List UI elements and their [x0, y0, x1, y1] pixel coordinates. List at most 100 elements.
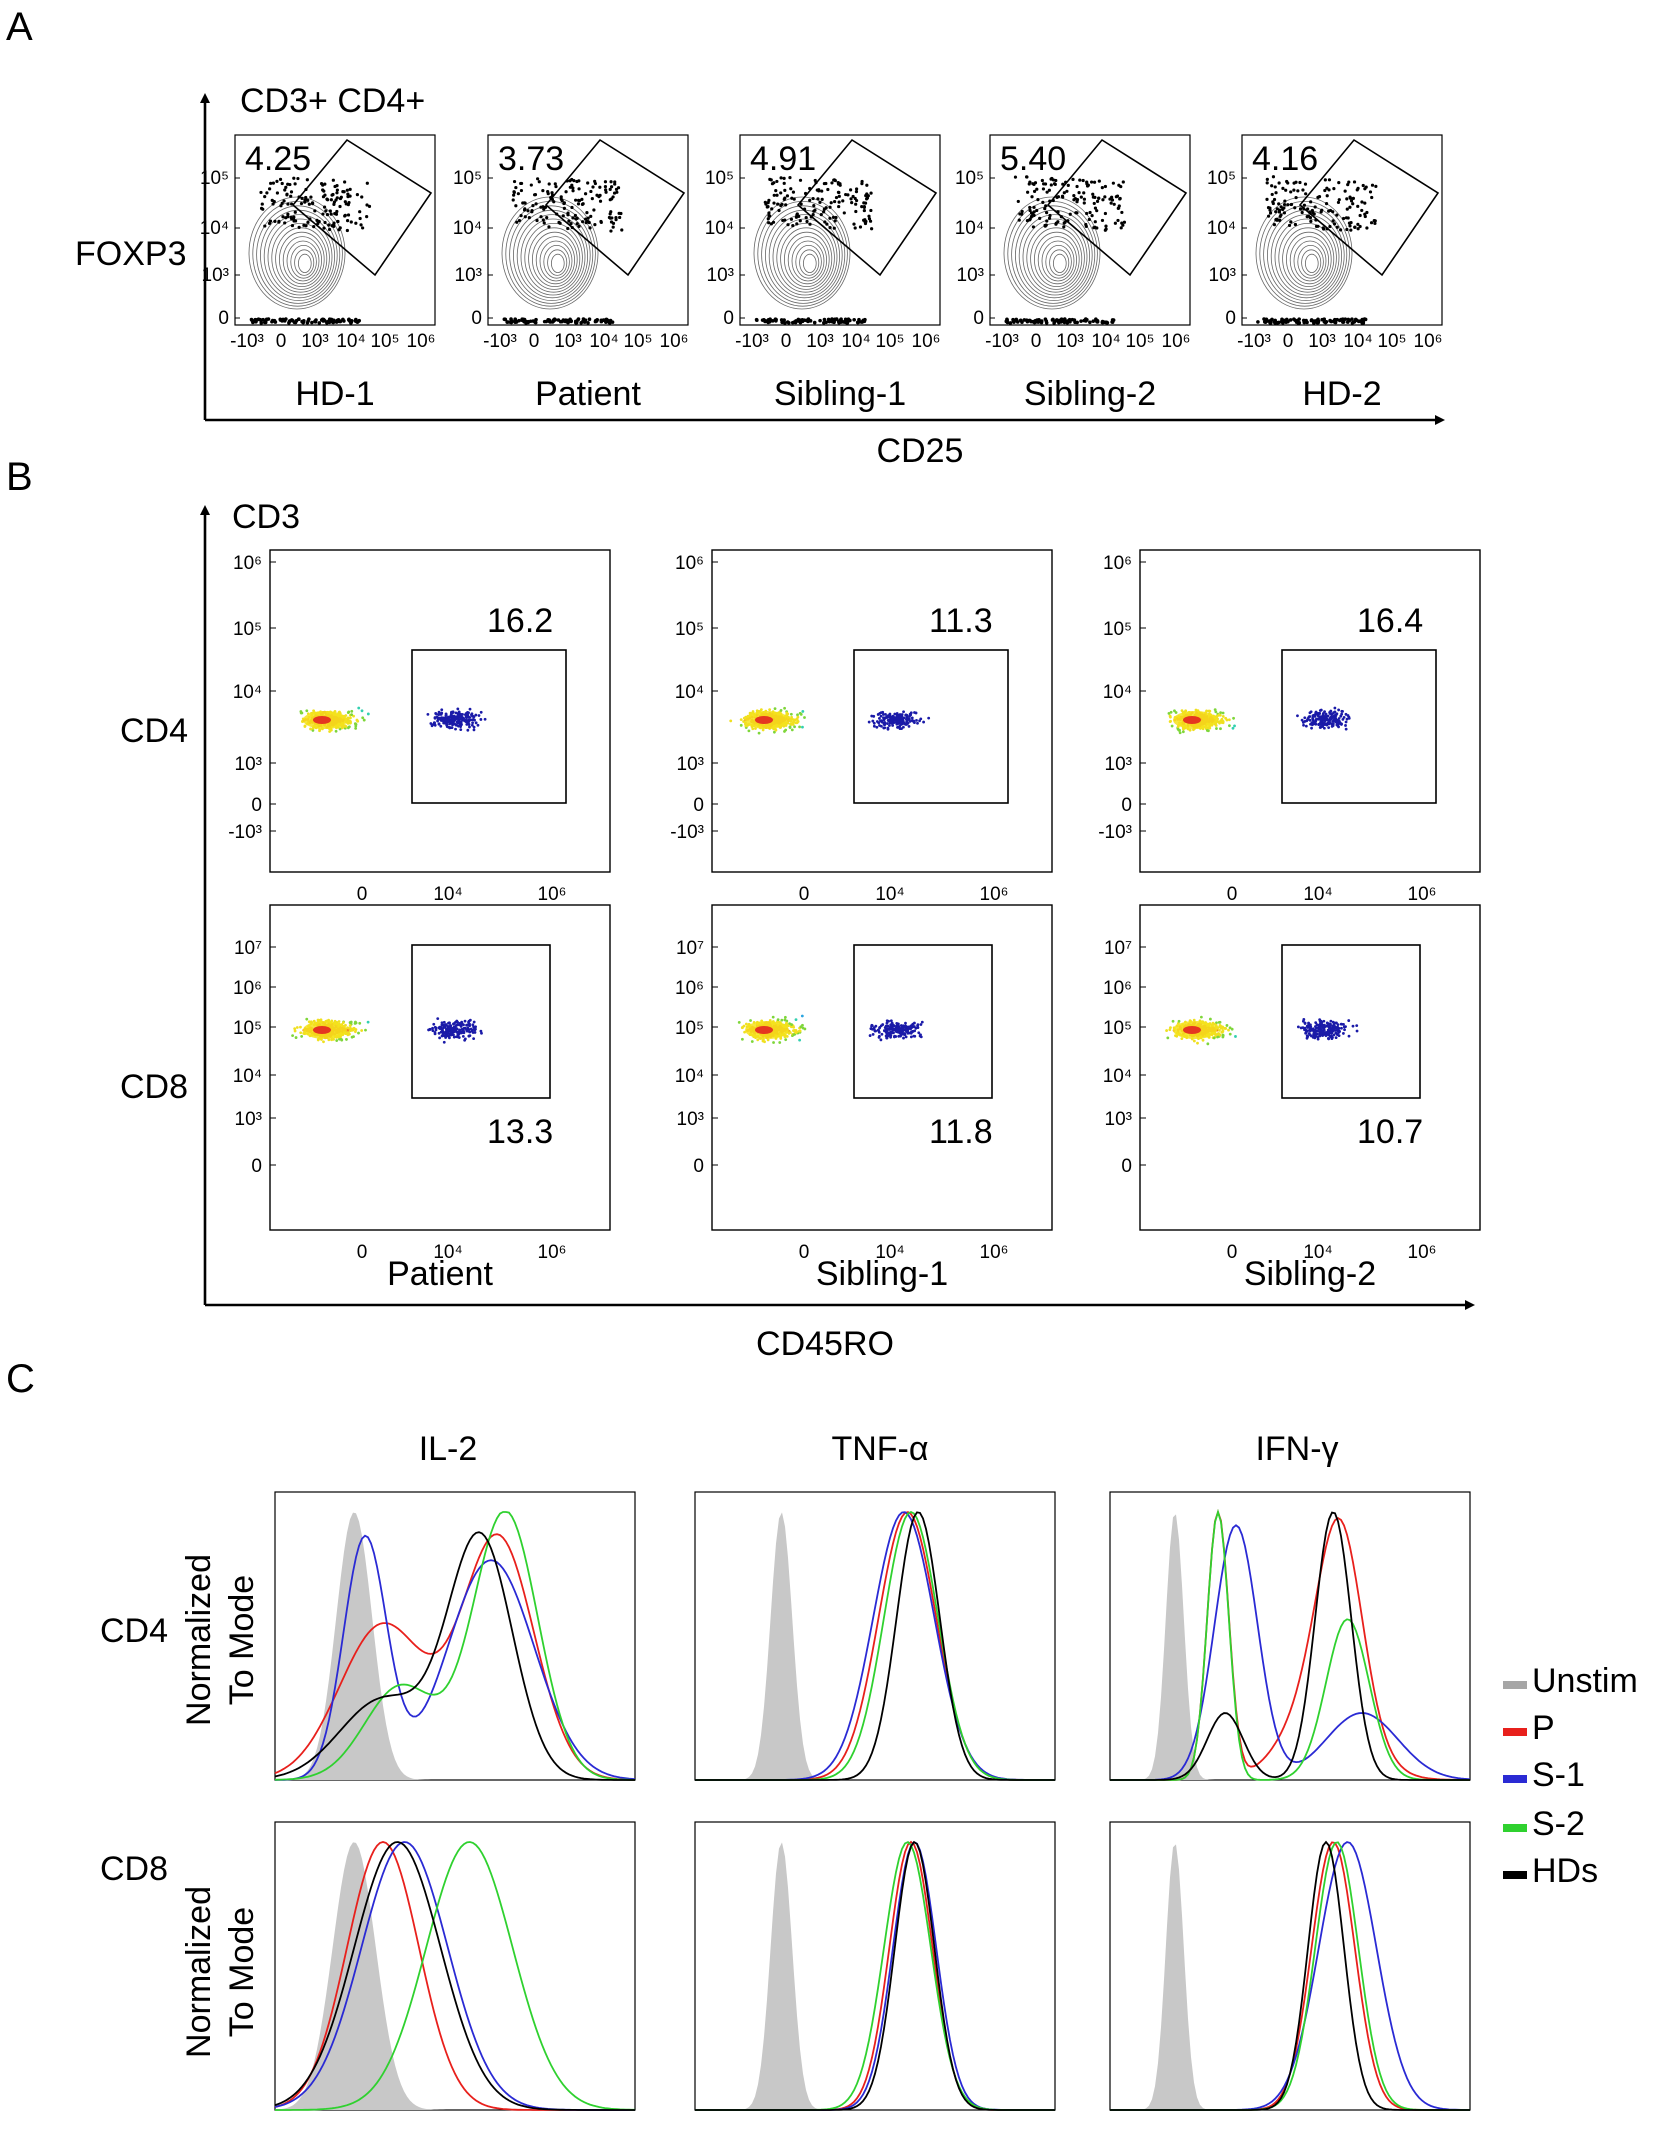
cd45ro-event-dot — [1301, 1026, 1305, 1030]
foxp3-event-dot — [820, 197, 824, 201]
cd45ro-event-dot — [440, 1021, 444, 1025]
cd45ro-event-dot — [1306, 716, 1310, 720]
cd45ro-event-dot — [447, 1034, 451, 1037]
foxp3-event-dot — [1050, 318, 1055, 322]
cd45ro-event-dot — [461, 1029, 465, 1032]
foxp3-contour — [1037, 236, 1078, 285]
cd45ro-event-dot — [883, 726, 887, 730]
foxp3-contour — [267, 218, 333, 296]
foxp3-event-dot — [1032, 320, 1037, 325]
foxp3-event-dot — [781, 218, 785, 223]
foxp3-event-dot — [1302, 203, 1306, 207]
foxp3-x-tick: 10⁴ — [1091, 331, 1120, 352]
foxp3-event-dot — [806, 318, 810, 322]
cd45ro-event-dot — [916, 721, 919, 725]
cd45ro-event-dot — [803, 716, 806, 719]
cd45ro-y-tick: 10⁵ — [1103, 1018, 1132, 1039]
cd45ro-event-dot — [1313, 715, 1317, 718]
cd45ro-event-dot — [453, 1027, 457, 1030]
foxp3-contour — [256, 205, 341, 304]
legend-item-unstim: Unstim — [1503, 1662, 1638, 1700]
histogram-line-s-2 — [274, 1511, 635, 1781]
foxp3-event-dot — [792, 320, 797, 324]
legend-label: S-1 — [1532, 1756, 1585, 1794]
cd45ro-event-dot — [918, 1034, 922, 1038]
foxp3-event-dot — [1352, 180, 1357, 184]
cd45ro-event-dot — [449, 1024, 452, 1027]
panel-c-row-cd4: CD4 — [100, 1612, 168, 1650]
foxp3-event-dot — [1266, 205, 1271, 210]
foxp3-event-dot — [545, 216, 549, 220]
cd45ro-event-dot — [1303, 1022, 1307, 1025]
foxp3-event-dot — [325, 320, 329, 325]
cd45ro-event-dot — [751, 710, 755, 713]
foxp3-event-dot — [305, 320, 310, 325]
cd45ro-event-dot — [473, 718, 476, 722]
cd45ro-x-tick: 10⁶ — [980, 1242, 1009, 1263]
cd45ro-event-dot — [783, 1018, 787, 1022]
cd45ro-event-dot — [334, 729, 338, 733]
foxp3-event-dot — [367, 204, 372, 208]
foxp3-contour — [761, 205, 846, 304]
foxp3-event-dot — [273, 219, 277, 223]
cd45ro-event-dot — [1310, 721, 1314, 725]
foxp3-event-dot — [282, 199, 286, 203]
foxp3-contour — [1034, 231, 1080, 287]
foxp3-event-dot — [1020, 212, 1024, 216]
foxp3-event-dot — [798, 320, 803, 325]
foxp3-contour — [780, 227, 833, 290]
cd45ro-event-dot — [305, 709, 309, 713]
foxp3-event-dot — [1356, 227, 1360, 231]
cd45ro-event-dot — [771, 1015, 775, 1019]
foxp3-event-dot — [1026, 318, 1031, 323]
cd45ro-event-dot — [905, 720, 908, 724]
cd45ro-event-dot — [1230, 1027, 1234, 1031]
foxp3-sample-label: Sibling-2 — [1024, 375, 1156, 413]
cd45ro-event-dot — [1329, 1019, 1333, 1023]
cd45ro-event-dot — [882, 722, 886, 726]
foxp3-event-dot — [604, 317, 609, 322]
foxp3-event-dot — [1293, 206, 1297, 210]
cd45ro-event-dot — [347, 725, 351, 729]
cd45ro-event-dot — [472, 1037, 476, 1040]
cd45ro-x-tick: 0 — [357, 1242, 368, 1263]
foxp3-gate — [544, 138, 686, 277]
foxp3-event-dot — [1370, 195, 1374, 200]
foxp3-event-dot — [1043, 182, 1048, 186]
foxp3-event-dot — [782, 181, 786, 185]
foxp3-event-dot — [767, 211, 771, 215]
foxp3-event-dot — [818, 200, 822, 204]
foxp3-contour — [783, 231, 830, 287]
foxp3-event-dot — [1048, 213, 1052, 218]
foxp3-event-dot — [1341, 216, 1346, 221]
cd45ro-event-dot — [1319, 722, 1323, 726]
cd45ro-event-dot — [778, 1041, 782, 1044]
foxp3-event-dot — [1055, 195, 1059, 199]
foxp3-event-dot — [1374, 184, 1378, 188]
foxp3-event-dot — [329, 317, 334, 322]
foxp3-event-dot — [341, 317, 345, 322]
cd45ro-event-dot — [357, 706, 361, 710]
cd45ro-event-dot — [1217, 713, 1221, 717]
foxp3-event-dot — [360, 195, 364, 199]
cd45ro-event-dot — [920, 1020, 924, 1024]
cd45ro-event-dot — [885, 722, 889, 725]
foxp3-event-dot — [1031, 225, 1036, 229]
histogram-0-1 — [694, 1491, 1056, 1781]
cd45ro-event-dot — [779, 709, 783, 712]
foxp3-event-dot — [508, 320, 513, 325]
cd45ro-event-dot — [1339, 1022, 1343, 1026]
foxp3-x-tick: 10⁵ — [1377, 331, 1406, 352]
foxp3-event-dot — [575, 216, 579, 220]
cd45ro-event-dot — [444, 1023, 448, 1027]
cd45ro-event-dot — [470, 1030, 474, 1033]
foxp3-event-dot — [1276, 320, 1281, 325]
foxp3-event-dot — [266, 317, 271, 321]
legend-label: P — [1532, 1709, 1555, 1747]
foxp3-event-dot — [335, 209, 339, 214]
foxp3-event-dot — [791, 190, 796, 194]
histogram-1-0 — [274, 1821, 636, 2111]
foxp3-x-tick: 10⁴ — [841, 331, 870, 352]
cd45ro-event-dot — [471, 1023, 475, 1027]
cd45ro-y-tick: 0 — [693, 795, 704, 816]
